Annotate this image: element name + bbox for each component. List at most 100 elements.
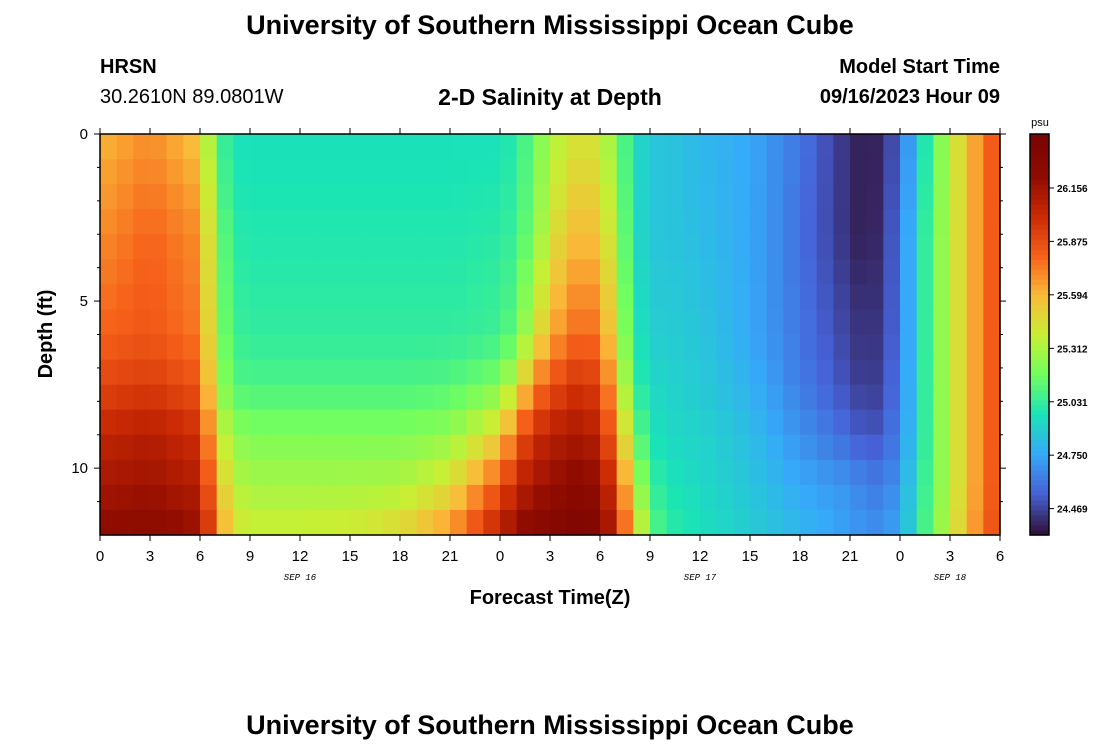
heatmap-cell	[766, 309, 784, 336]
heatmap-cell	[766, 359, 784, 386]
heatmap-cell	[333, 309, 351, 336]
heatmap-cell	[783, 359, 801, 386]
heatmap-cell	[300, 484, 318, 511]
heatmap-cell	[283, 484, 301, 511]
heatmap-cell	[233, 434, 251, 461]
heatmap-cell	[333, 509, 351, 536]
heatmap-cell	[316, 409, 334, 436]
heatmap-cell	[350, 359, 368, 386]
heatmap-cell	[366, 134, 384, 160]
heatmap-cell	[416, 484, 434, 511]
heatmap-cell	[950, 359, 968, 386]
heatmap-cell	[733, 334, 751, 361]
heatmap-cell	[400, 334, 418, 361]
heatmap-cell	[750, 184, 768, 210]
colorbar-segment	[1030, 449, 1049, 456]
heatmap-cell	[600, 259, 618, 285]
heatmap-cell	[650, 209, 668, 235]
heatmap-cell	[916, 209, 934, 235]
heatmap-cell	[133, 159, 151, 185]
heatmap-cell	[816, 384, 834, 411]
heatmap-cell	[133, 434, 151, 461]
heatmap-cell	[916, 334, 934, 361]
heatmap-cell	[500, 409, 518, 436]
heatmap-cell	[516, 334, 534, 361]
heatmap-cell	[566, 259, 584, 285]
heatmap-cell	[716, 184, 734, 210]
heatmap-cell	[283, 309, 301, 336]
heatmap-cell	[183, 209, 201, 235]
heatmap-cell	[516, 234, 534, 260]
colorbar-segment	[1030, 169, 1049, 175]
heatmap-cell	[783, 234, 801, 260]
heatmap-cell	[500, 434, 518, 461]
heatmap-cell	[966, 434, 984, 461]
heatmap-cell	[900, 184, 918, 210]
colorbar-tick-label: 25.594	[1057, 291, 1088, 302]
heatmap-cell	[683, 234, 701, 260]
heatmap-cell	[700, 309, 718, 336]
heatmap-cell	[466, 434, 484, 461]
colorbar-segment	[1030, 189, 1049, 195]
heatmap-cell	[100, 484, 118, 511]
heatmap-cell	[850, 509, 868, 536]
heatmap-cell	[350, 259, 368, 285]
heatmap-cell	[283, 409, 301, 436]
colorbar-segment	[1030, 339, 1049, 346]
heatmap-cell	[700, 159, 718, 185]
heatmap-cell	[850, 484, 868, 511]
heatmap-cell	[450, 209, 468, 235]
heatmap-cell	[816, 359, 834, 386]
heatmap-cell	[950, 234, 968, 260]
colorbar-segment	[1030, 524, 1049, 531]
heatmap-cell	[533, 234, 551, 260]
heatmap-cell	[133, 459, 151, 486]
heatmap-cell	[450, 459, 468, 486]
heatmap-cell	[350, 159, 368, 185]
heatmap-cell	[700, 184, 718, 210]
heatmap-cell	[200, 484, 218, 511]
heatmap-cell	[350, 384, 368, 411]
colorbar-segment	[1030, 399, 1049, 406]
heatmap-cell	[366, 334, 384, 361]
heatmap-cell	[366, 484, 384, 511]
colorbar-tick-label: 26.156	[1057, 184, 1088, 195]
heatmap-cell	[883, 409, 901, 436]
heatmap-cell	[133, 259, 151, 285]
heatmap-cell	[250, 409, 268, 436]
colorbar-segment	[1030, 209, 1049, 215]
heatmap-cell	[116, 284, 134, 311]
heatmap-cell	[633, 184, 651, 210]
heatmap-cell	[966, 384, 984, 411]
heatmap-cell	[766, 159, 784, 185]
heatmap-cell	[350, 209, 368, 235]
heatmap-cell	[900, 259, 918, 285]
heatmap-cell	[933, 284, 951, 311]
heatmap-cell	[216, 484, 234, 511]
heatmap-cell	[550, 484, 568, 511]
heatmap-cell	[283, 384, 301, 411]
heatmap-cell	[250, 509, 268, 536]
heatmap-cell	[783, 384, 801, 411]
heatmap-cell	[716, 134, 734, 160]
heatmap-cell	[783, 309, 801, 336]
heatmap-cell	[933, 409, 951, 436]
heatmap-cell	[683, 484, 701, 511]
heatmap-cell	[850, 434, 868, 461]
heatmap-cell	[200, 434, 218, 461]
heatmap-cell	[283, 359, 301, 386]
heatmap-cell	[900, 234, 918, 260]
heatmap-cell	[833, 484, 851, 511]
heatmap-cell	[200, 409, 218, 436]
heatmap-cell	[183, 459, 201, 486]
heatmap-cell	[933, 209, 951, 235]
heatmap-cell	[300, 284, 318, 311]
heatmap-cell	[133, 184, 151, 210]
heatmap-cell	[466, 359, 484, 386]
heatmap-cell	[866, 284, 884, 311]
heatmap-cell	[416, 284, 434, 311]
heatmap-cell	[500, 159, 518, 185]
heatmap-cell	[150, 259, 168, 285]
heatmap-cell	[950, 159, 968, 185]
heatmap-cell	[250, 259, 268, 285]
